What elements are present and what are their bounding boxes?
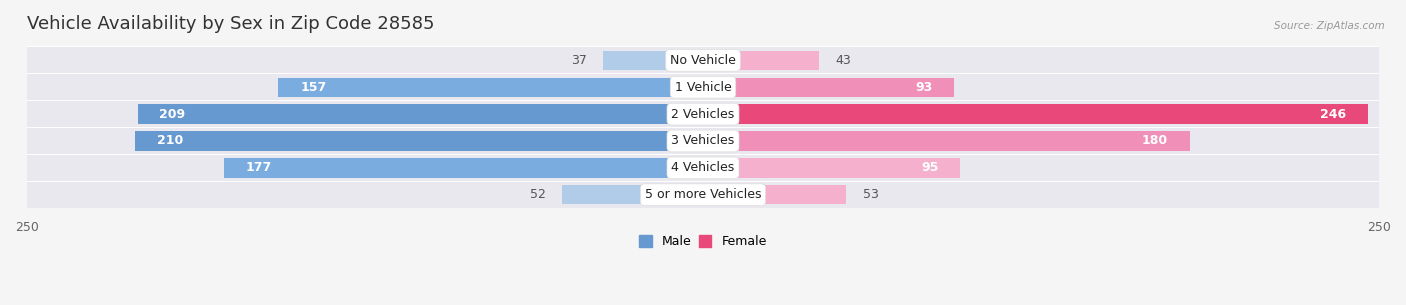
Bar <box>703 51 820 70</box>
Text: No Vehicle: No Vehicle <box>671 54 735 67</box>
Text: 53: 53 <box>862 188 879 201</box>
Text: 5 or more Vehicles: 5 or more Vehicles <box>645 188 761 201</box>
Bar <box>27 182 1379 208</box>
Text: 2 Vehicles: 2 Vehicles <box>672 108 734 120</box>
Bar <box>703 185 846 204</box>
Text: 4 Vehicles: 4 Vehicles <box>672 161 734 174</box>
Text: 177: 177 <box>246 161 273 174</box>
Text: 93: 93 <box>915 81 932 94</box>
Text: 95: 95 <box>921 161 938 174</box>
Bar <box>27 74 1379 100</box>
Bar <box>562 185 703 204</box>
Text: 157: 157 <box>299 81 326 94</box>
Bar <box>27 128 1379 154</box>
Bar <box>138 104 703 124</box>
Text: Vehicle Availability by Sex in Zip Code 28585: Vehicle Availability by Sex in Zip Code … <box>27 15 434 33</box>
Bar <box>603 51 703 70</box>
Text: Source: ZipAtlas.com: Source: ZipAtlas.com <box>1274 21 1385 31</box>
Text: 43: 43 <box>835 54 851 67</box>
Bar <box>27 101 1379 127</box>
Bar <box>27 47 1379 74</box>
Text: 246: 246 <box>1320 108 1347 120</box>
Bar <box>703 104 1368 124</box>
Text: 210: 210 <box>156 135 183 148</box>
Text: 1 Vehicle: 1 Vehicle <box>675 81 731 94</box>
Bar <box>703 131 1189 151</box>
Bar <box>225 158 703 178</box>
Text: 52: 52 <box>530 188 546 201</box>
Text: 209: 209 <box>159 108 186 120</box>
Bar <box>703 77 955 97</box>
Bar <box>278 77 703 97</box>
Bar <box>135 131 703 151</box>
Bar <box>703 158 960 178</box>
Legend: Male, Female: Male, Female <box>634 230 772 253</box>
Bar <box>27 155 1379 181</box>
Text: 180: 180 <box>1142 135 1168 148</box>
Text: 3 Vehicles: 3 Vehicles <box>672 135 734 148</box>
Text: 37: 37 <box>571 54 586 67</box>
